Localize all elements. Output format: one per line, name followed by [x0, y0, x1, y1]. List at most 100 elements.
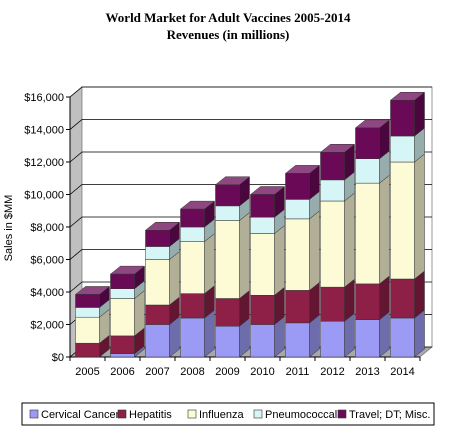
x-tick-label: 2013 — [355, 366, 379, 378]
bar — [320, 152, 345, 181]
legend-box — [21, 402, 435, 426]
legend-item: Travel; DT; Misc. — [337, 409, 431, 421]
legend-item: Influenza — [187, 409, 245, 421]
gridline — [69, 119, 432, 130]
x-tick-label: 2006 — [110, 366, 134, 378]
bar — [250, 233, 275, 296]
bar-segment — [74, 285, 111, 308]
legend-swatch — [187, 409, 197, 419]
y-axis-ticks: $0 $2,000 $4,000 $6,000 $8,000 $10,000 $12,000… — [24, 92, 420, 364]
bar-stack-2006 — [109, 265, 146, 358]
y-tick-label: $4,000 — [30, 287, 64, 299]
bar — [145, 324, 170, 358]
bar — [285, 199, 310, 220]
bar — [320, 286, 345, 322]
bar-side — [204, 233, 215, 295]
y-tick-label: $16,000 — [24, 92, 64, 104]
bar — [110, 298, 135, 337]
bar-stack-2012 — [319, 143, 356, 358]
bar-side — [379, 174, 390, 285]
bar — [285, 173, 310, 200]
bar — [145, 304, 170, 325]
y-axis-label: Sales in $MM — [3, 195, 15, 262]
bar-segment — [284, 164, 321, 200]
bar-segment — [354, 119, 391, 160]
bar-segment — [144, 221, 181, 248]
bar — [285, 322, 310, 358]
bar — [145, 230, 170, 247]
bar-segment — [144, 250, 181, 306]
y-tick-label: $6,000 — [30, 255, 64, 267]
bar-side — [169, 250, 180, 306]
bar — [355, 319, 380, 358]
bar-segment — [389, 153, 426, 280]
bar — [215, 298, 240, 327]
legend-item: Cervical Cancer — [29, 409, 120, 421]
bar — [390, 161, 415, 280]
bar — [180, 317, 205, 358]
bar-segment — [284, 210, 321, 291]
bar-segment — [214, 211, 251, 300]
x-tick-label: 2008 — [180, 366, 204, 378]
bar — [285, 218, 310, 291]
bar — [250, 324, 275, 358]
bar — [250, 217, 275, 234]
bar-segment — [249, 185, 286, 218]
bar — [110, 353, 135, 358]
gridline — [69, 86, 432, 98]
bar — [75, 316, 100, 344]
bar-side — [414, 153, 425, 280]
bar-segment — [179, 233, 216, 295]
bar-segment — [319, 192, 356, 288]
bar — [355, 283, 380, 320]
bar-segment — [319, 143, 356, 181]
legend-item: Hepatitis — [117, 409, 172, 421]
x-tick-label: 2009 — [215, 366, 239, 378]
chart-title: World Market for Adult Vaccines 2005-201… — [106, 10, 351, 25]
bar — [285, 290, 310, 324]
legend-swatch — [253, 409, 263, 419]
bar — [320, 200, 345, 288]
legend-swatch — [337, 409, 347, 419]
bar — [355, 158, 380, 184]
y-tick-label: $8,000 — [30, 222, 64, 234]
bar — [215, 205, 240, 221]
bar — [355, 127, 380, 159]
bars — [74, 91, 426, 358]
bar — [390, 135, 415, 163]
bar — [180, 208, 205, 228]
bar-segment — [389, 91, 426, 137]
bar — [145, 246, 170, 260]
bar — [110, 273, 135, 289]
bar — [180, 241, 205, 294]
bar-stack-2014 — [389, 91, 426, 358]
legend-label: Travel; DT; Misc. — [349, 409, 431, 421]
bar-side — [274, 224, 285, 296]
y-tick-label: $2,000 — [30, 320, 64, 332]
bar — [145, 259, 170, 306]
chart-title-group: World Market for Adult Vaccines 2005-201… — [106, 10, 351, 42]
bar-segment — [109, 265, 146, 290]
bar-stack-2010 — [249, 185, 286, 358]
bar — [75, 342, 100, 358]
x-tick-label: 2010 — [250, 366, 274, 378]
bar-side — [239, 211, 250, 300]
bar — [215, 220, 240, 299]
bar-segment — [179, 200, 216, 228]
bar-stack-2008 — [179, 200, 216, 358]
bar-stack-2009 — [214, 176, 251, 358]
bar-stack-2013 — [354, 119, 391, 358]
bar-segment — [389, 270, 426, 319]
x-tick-label: 2014 — [390, 366, 414, 378]
bar — [110, 288, 135, 299]
x-tick-label: 2011 — [286, 366, 310, 378]
bar — [390, 317, 415, 358]
bar-stack-2011 — [284, 164, 321, 358]
bar-stack-2005 — [74, 285, 111, 358]
gridline — [69, 151, 432, 163]
legend-label: Influenza — [199, 409, 245, 421]
bar — [320, 321, 345, 358]
legend-swatch — [29, 409, 39, 419]
x-tick-label: 2007 — [145, 366, 169, 378]
